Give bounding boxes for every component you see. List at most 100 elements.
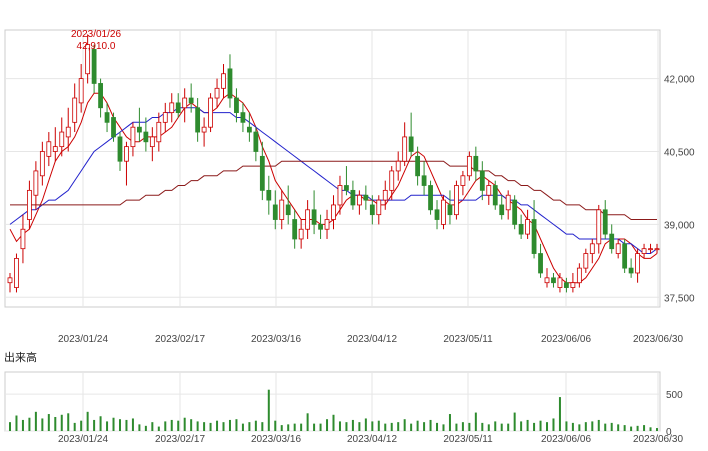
volume-bar (429, 419, 432, 431)
volume-bar (656, 428, 658, 431)
candle-body (98, 83, 103, 109)
volume-bar (209, 422, 212, 431)
candle (227, 54, 233, 108)
candle-body (408, 136, 414, 152)
candle-body (654, 248, 660, 251)
candle-body (551, 277, 556, 284)
price-y-tick-label: 42,000 (664, 75, 695, 86)
candle-body (27, 189, 32, 220)
candle-body (59, 131, 65, 148)
candle-body (188, 97, 194, 104)
candle-body (182, 97, 188, 109)
volume-bar (423, 422, 426, 431)
candle-body (234, 97, 239, 114)
candle (344, 166, 349, 196)
candle (214, 78, 220, 108)
candle (175, 93, 181, 118)
candle-body (479, 170, 485, 191)
volume-bar (526, 419, 529, 431)
volume-x-tick-label: 2023/05/11 (443, 434, 493, 445)
candle (298, 219, 304, 249)
volume-bar (364, 418, 367, 431)
volume-bar (60, 414, 63, 431)
candle (285, 185, 291, 225)
volume-bar (112, 417, 115, 431)
candle-body (227, 68, 233, 99)
volume-bar (494, 421, 497, 431)
price-x-tick-label: 2023/01/24 (58, 334, 108, 345)
candle (421, 161, 427, 196)
candle (428, 180, 433, 215)
volume-bar (222, 422, 225, 431)
candle-body (473, 155, 479, 172)
volume-bar (397, 422, 400, 431)
volume-bar (539, 420, 542, 431)
volume-bar (558, 397, 561, 431)
peak-annotation: 2023/01/26 42,910.0 (71, 29, 121, 52)
candle (525, 209, 530, 239)
volume-bar (177, 420, 180, 431)
candle (486, 180, 492, 205)
candle (609, 224, 615, 254)
candle (538, 243, 543, 278)
volume-bar (617, 424, 620, 431)
candle (7, 272, 13, 293)
candle (402, 122, 408, 167)
candle-body (46, 141, 52, 157)
candle (208, 93, 213, 133)
volume-bar (241, 423, 244, 431)
candle-body (350, 189, 356, 206)
volume-bar (125, 419, 128, 431)
candle (441, 195, 446, 230)
candles (7, 34, 660, 293)
candle (570, 272, 576, 293)
candle (78, 64, 84, 113)
candle (117, 132, 123, 171)
candle (156, 112, 162, 152)
candle (72, 83, 78, 133)
candle-body (292, 219, 298, 240)
candle (324, 209, 330, 239)
candle-body (525, 219, 530, 235)
candle-body (52, 146, 58, 152)
candle (195, 98, 201, 142)
candle-body (65, 126, 71, 138)
candle (447, 190, 453, 225)
volume-bar (196, 421, 199, 431)
candle (551, 272, 556, 288)
candle-body (538, 253, 543, 274)
volume-bar (565, 421, 568, 431)
volume-bar (99, 416, 102, 431)
candle (389, 166, 395, 201)
volume-bar (416, 420, 419, 431)
candle (337, 175, 343, 215)
candle (266, 175, 272, 215)
candle (46, 132, 52, 167)
volume-bars (9, 389, 658, 431)
candle-body (628, 267, 634, 274)
price-y-tick-label: 37,500 (664, 293, 695, 304)
volume-bar (461, 422, 464, 431)
peak-annotation-date: 2023/01/26 (71, 29, 121, 40)
candle-body (175, 102, 181, 114)
volume-bar (170, 419, 173, 431)
candle-body (266, 189, 272, 201)
volume-bar (28, 417, 31, 431)
volume-bar (649, 427, 652, 431)
volume-bar (293, 423, 296, 431)
volume-bar (274, 420, 277, 431)
candle (466, 151, 472, 181)
candle (382, 180, 388, 210)
volume-bar (546, 422, 549, 431)
candle (648, 243, 653, 254)
candle (369, 195, 375, 225)
candle-body (441, 199, 446, 225)
candle (221, 64, 226, 99)
candle-body (136, 126, 142, 133)
volume-bar (448, 414, 451, 431)
candle-body (564, 282, 569, 288)
candle-body (447, 204, 453, 216)
volume-bar (203, 422, 206, 431)
candle (20, 214, 26, 264)
candle (395, 151, 401, 181)
